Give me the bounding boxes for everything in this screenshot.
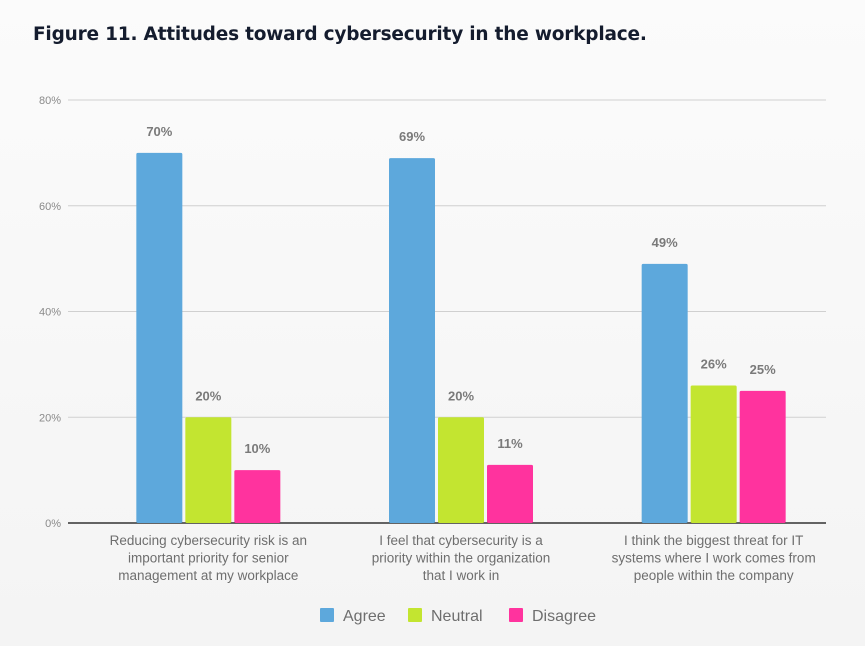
x-category-label-line: that I work in [423,568,500,583]
data-label: 25% [750,362,776,377]
bar-neutral [438,417,484,523]
data-label: 26% [701,357,727,372]
legend-swatch-agree [320,608,334,622]
data-label: 69% [399,129,425,144]
y-tick-label: 20% [39,412,61,424]
data-label: 11% [497,436,523,451]
y-tick-label: 40% [39,307,61,319]
x-category-label-line: people within the company [634,568,794,583]
x-category-label-line: I think the biggest threat for IT [624,533,803,548]
x-category-label: I think the biggest threat for IT systems… [612,533,816,583]
bar-agree [389,158,435,523]
x-category-label: I feel that cybersecurity is a priority w… [372,533,551,583]
x-category-label-line: management at my workplace [118,568,298,583]
x-category-label-line: Reducing cybersecurity risk is an [110,533,307,548]
x-category-label-line: important priority for senior [128,551,289,566]
x-category-label-line: systems where I work comes from [612,551,816,566]
legend-label-agree: Agree [343,608,386,625]
data-label: 49% [652,235,678,250]
legend-swatch-disagree [509,608,523,622]
bar-agree [136,152,183,523]
bar-neutral [690,385,737,523]
bar-disagree [739,390,786,523]
bar-disagree [234,470,281,523]
data-label: 70% [146,124,172,139]
y-tick-label: 0% [45,518,61,530]
y-tick-label: 60% [39,201,61,213]
legend-swatch-neutral [408,608,422,622]
bar-agree [641,263,688,523]
x-category-label: Reducing cybersecurity risk is an importa… [110,533,307,583]
legend-label-disagree: Disagree [532,608,596,625]
x-category-label-line: priority within the organization [372,551,551,566]
chart-title: Figure 11. Attitudes toward cybersecurit… [33,24,647,45]
data-label: 20% [448,388,474,403]
data-label: 10% [244,441,270,456]
legend-label-neutral: Neutral [431,608,483,625]
data-label: 20% [195,388,221,403]
bar-neutral [185,417,232,523]
bar-disagree [487,464,533,523]
x-category-label-line: I feel that cybersecurity is a [379,533,543,548]
y-tick-label: 80% [39,95,61,107]
